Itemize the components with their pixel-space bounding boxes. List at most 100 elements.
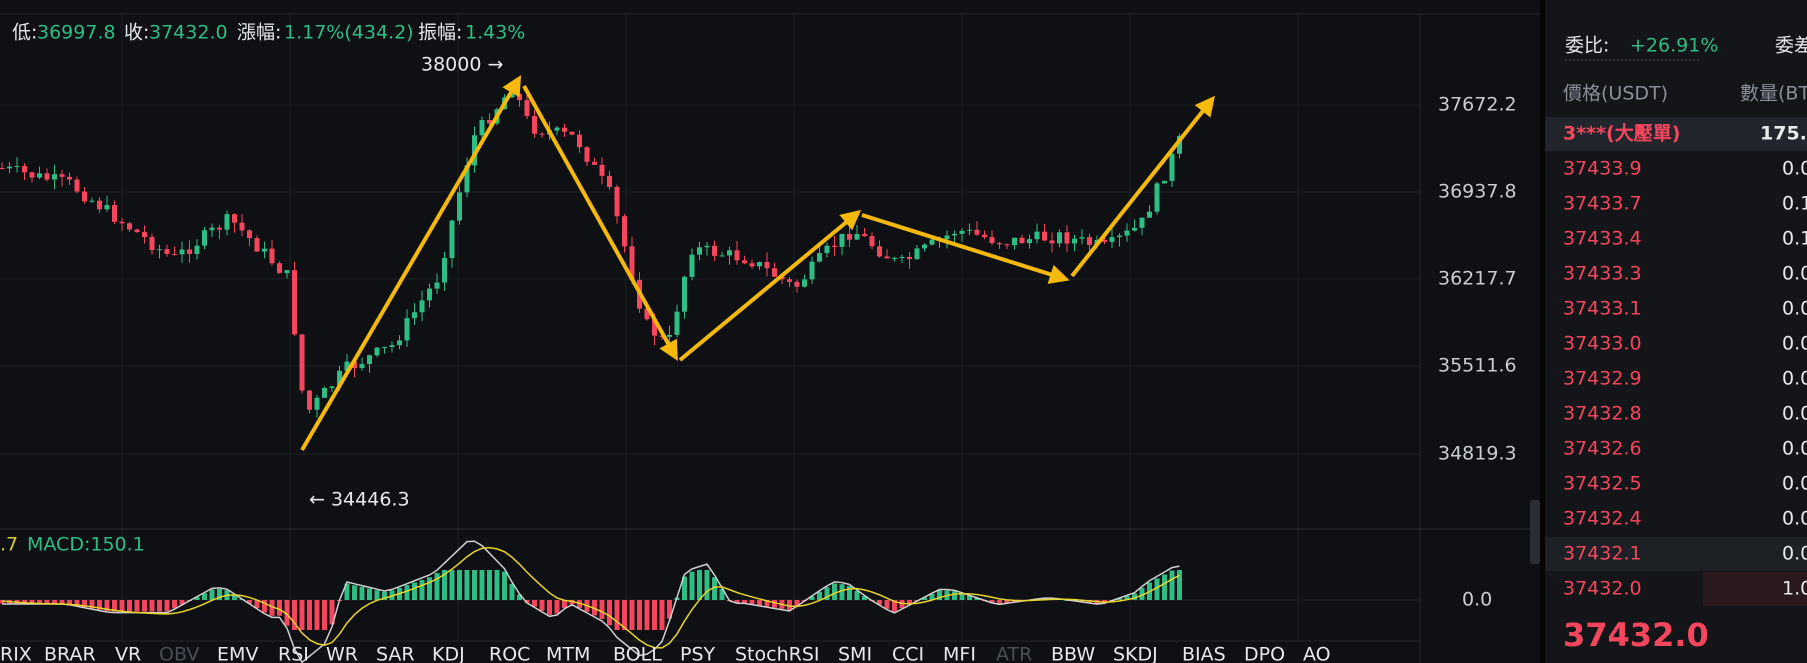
ask-qty: 0.0	[1782, 333, 1807, 355]
macd-bar	[689, 571, 695, 600]
candle	[892, 258, 897, 260]
macd-bar	[832, 583, 837, 600]
dif-line	[2, 540, 1180, 663]
macd-bar	[997, 600, 1002, 604]
candle	[914, 248, 920, 260]
indicator-tab[interactable]: WR	[326, 644, 358, 663]
candle	[749, 263, 755, 267]
ask-qty: 0.0	[1782, 403, 1807, 425]
macd-bar	[772, 600, 777, 608]
indicator-tab[interactable]: MTM	[546, 644, 590, 663]
macd-bar	[959, 593, 965, 600]
macd-bar	[292, 600, 297, 630]
macd-bar	[734, 600, 740, 603]
macd-bar	[787, 600, 792, 610]
candle	[7, 166, 12, 169]
indicator-tab[interactable]: SMI	[838, 644, 872, 663]
arrow	[861, 213, 1070, 284]
macd-bar	[479, 570, 485, 600]
indicator-tab[interactable]: ROC	[489, 644, 530, 663]
indicator-tab[interactable]: OBV	[159, 644, 199, 663]
macd-bar	[764, 600, 770, 607]
indicator-tab[interactable]: CCI	[892, 644, 924, 663]
macd-bar	[1124, 595, 1130, 600]
macd-bar	[509, 583, 515, 600]
macd-bar	[52, 600, 57, 604]
macd-bar	[1132, 593, 1137, 600]
macd-bar	[809, 596, 815, 600]
candle	[847, 233, 852, 240]
indicator-tab[interactable]: AO	[1303, 644, 1331, 663]
indicator-tab[interactable]: PSY	[680, 644, 716, 663]
macd-bar	[247, 600, 252, 604]
candle	[142, 232, 147, 238]
ask-qty: 0.0	[1782, 368, 1807, 390]
price-label: 35511.6	[1438, 355, 1517, 377]
macd-bar	[404, 585, 410, 600]
candle	[479, 120, 485, 136]
macd-bar	[1004, 600, 1010, 603]
indicator-tab[interactable]: RSI	[278, 644, 309, 663]
indicator-tab[interactable]: BRAR	[44, 644, 96, 663]
candle	[44, 173, 50, 180]
indicator-tab[interactable]: VR	[115, 644, 141, 663]
ask-qty: 0.0	[1782, 158, 1807, 180]
collapse-handle[interactable]	[1530, 500, 1540, 564]
indicator-tab[interactable]: KDJ	[432, 644, 465, 663]
indicator-tab[interactable]: MFI	[943, 644, 976, 663]
macd-bar	[847, 585, 852, 600]
indicator-tab[interactable]: ATR	[996, 644, 1032, 663]
macd-bar	[322, 600, 327, 630]
candle	[412, 312, 417, 319]
indicator-tab[interactable]: RIX	[0, 644, 32, 663]
candle	[1057, 232, 1062, 244]
macd-bar	[232, 594, 237, 600]
candle	[674, 311, 680, 335]
indicator-tab[interactable]: BBW	[1051, 644, 1095, 663]
macd-bar	[157, 600, 162, 612]
macd-bar	[389, 590, 395, 600]
indicator-tab[interactable]: EMV	[217, 644, 258, 663]
candle	[1169, 153, 1175, 181]
candle	[577, 134, 582, 148]
indicator-tab[interactable]: SKDJ	[1113, 644, 1158, 663]
candle	[532, 116, 537, 134]
macd-bar	[89, 600, 95, 609]
macd-bar	[142, 600, 147, 612]
ask-price: 37432.5	[1563, 473, 1642, 495]
indicator-tab[interactable]: DPO	[1244, 644, 1285, 663]
indicator-tab[interactable]: BIAS	[1182, 644, 1226, 663]
candle	[337, 370, 342, 387]
candle	[809, 261, 815, 280]
candle	[104, 205, 110, 210]
candle	[232, 214, 237, 223]
candle	[1012, 237, 1017, 246]
label: 漲幅:	[237, 22, 281, 44]
macd-bar	[929, 593, 935, 600]
candle	[314, 397, 320, 410]
candle	[149, 237, 155, 251]
macd-bar	[1139, 587, 1145, 600]
label: 振幅:	[418, 22, 462, 44]
macd-bar	[472, 570, 477, 600]
candle	[742, 260, 747, 264]
indicator-tab[interactable]: SAR	[376, 644, 415, 663]
candle	[389, 345, 395, 348]
macd-bar	[44, 600, 50, 604]
candle	[944, 235, 950, 240]
divider	[1540, 0, 1545, 663]
candle	[1102, 239, 1107, 242]
candle	[667, 334, 672, 337]
candle	[1162, 180, 1167, 184]
indicator-tab[interactable]: BOLL	[613, 644, 662, 663]
candle	[374, 347, 380, 356]
macd-bar	[697, 570, 702, 600]
candle	[397, 340, 402, 346]
indicator-tab[interactable]: StochRSI	[735, 644, 820, 663]
ask-qty: 0.0	[1782, 263, 1807, 285]
chart-bg	[0, 0, 1540, 663]
macd-bar	[179, 600, 185, 605]
macd-bar	[854, 590, 860, 600]
macd-bar	[757, 600, 762, 606]
